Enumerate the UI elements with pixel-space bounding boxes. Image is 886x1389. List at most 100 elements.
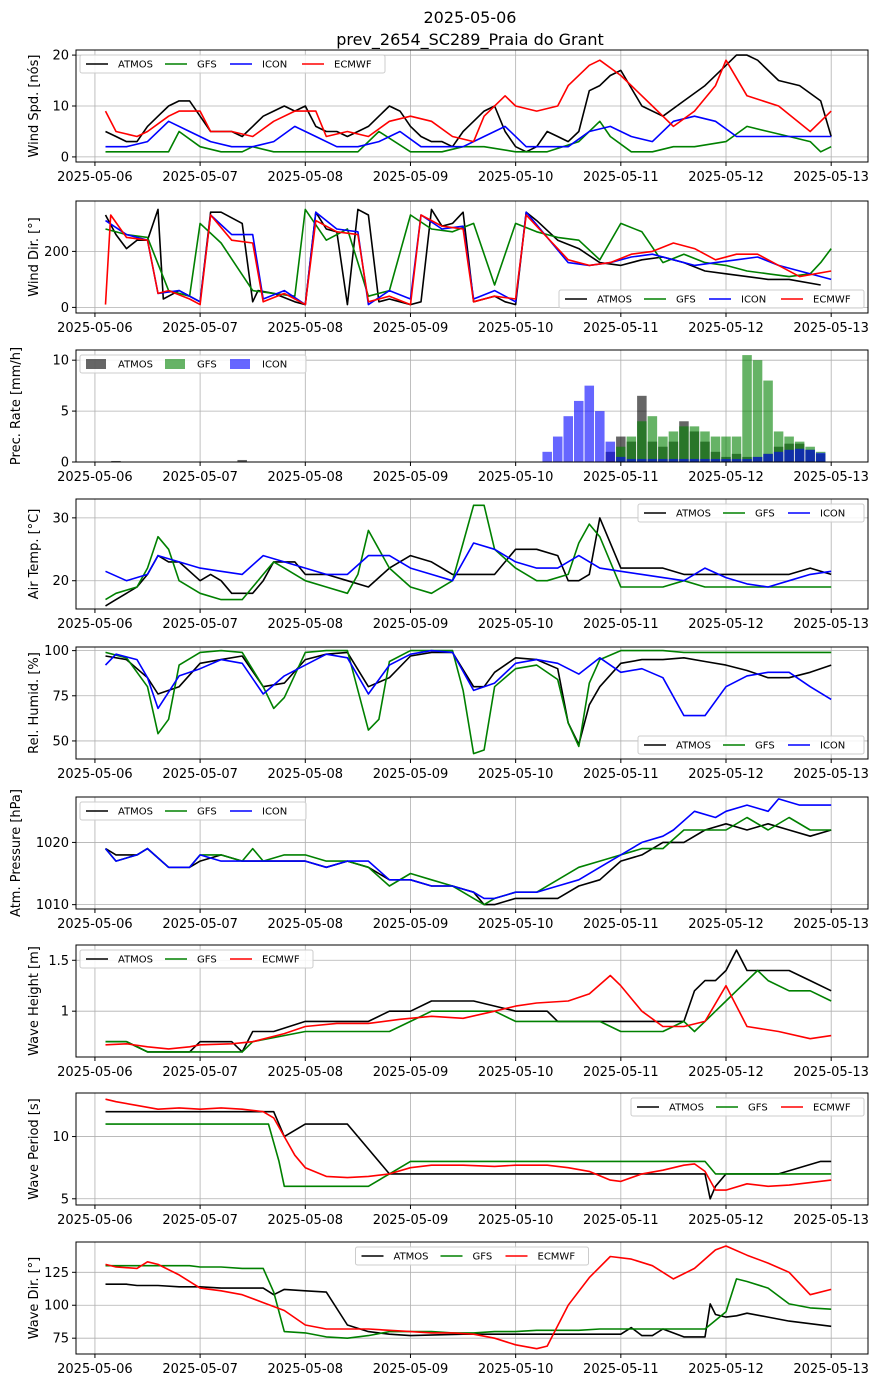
panel-4: 2025-05-06 2025-05-07 2025-05-08 2025-05-09… — [27, 498, 869, 632]
x-tick-label: 2025-05-06 — [57, 470, 133, 485]
x-tick-label: 2025-05-08 — [268, 767, 344, 782]
line-gfs — [105, 208, 832, 297]
x-tick-label: 2025-05-08 — [268, 1065, 344, 1080]
x-tick-label: 2025-05-11 — [583, 170, 659, 185]
bar-atmos — [111, 460, 121, 462]
x-tick-label: 2025-05-12 — [688, 1362, 764, 1377]
axes-frame — [75, 498, 869, 610]
y-tick-label: 5 — [61, 1192, 69, 1207]
x-tick-label: 2025-05-11 — [583, 1065, 659, 1080]
y-axis-label: Rel. Humid. [%] — [27, 652, 42, 754]
legend: ATMOS GFS ICON — [79, 354, 307, 374]
x-tick-label: 2025-05-07 — [162, 1362, 238, 1377]
y-tick-label: 75 — [52, 1332, 69, 1347]
bar-icon — [552, 436, 563, 462]
legend-label-icon: ICON — [820, 509, 845, 520]
series-gfs — [616, 355, 826, 462]
line-atmos — [105, 949, 832, 1053]
bar-gfs — [679, 426, 689, 462]
x-tick-label: 2025-05-08 — [268, 617, 344, 632]
x-tick-label: 2025-05-07 — [162, 170, 238, 185]
x-tick-label: 2025-05-10 — [478, 1065, 554, 1080]
plot-area — [104, 54, 832, 153]
x-tick-label: 2025-05-06 — [57, 170, 133, 185]
bar-gfs — [689, 426, 700, 462]
line-atmos — [105, 1283, 832, 1338]
y-tick-label: 10 — [52, 354, 69, 369]
legend-label-atmos: ATMOS — [669, 1103, 704, 1114]
legend-label-atmos: ATMOS — [118, 360, 153, 371]
x-tick-label: 2025-05-09 — [373, 767, 449, 782]
line-icon — [105, 211, 832, 306]
panels: 2025-05-06 2025-05-07 2025-05-08 2025-05-09… — [9, 49, 869, 1377]
legend-label-atmos: ATMOS — [118, 60, 153, 71]
x-tick-label: 2025-05-09 — [373, 470, 449, 485]
plot-area — [104, 649, 832, 755]
bar-icon — [573, 400, 584, 462]
bar-icon — [721, 458, 731, 462]
axes-frame — [75, 1241, 869, 1355]
legend-label-atmos: ATMOS — [394, 1252, 429, 1263]
x-tick-label: 2025-05-06 — [57, 1362, 133, 1377]
y-axis-label: Wave Period [s] — [27, 1098, 42, 1199]
bar-gfs — [731, 436, 742, 462]
plot-area — [104, 208, 832, 306]
y-tick-label: 1010 — [36, 898, 69, 913]
line-gfs — [105, 1264, 832, 1339]
line-icon — [105, 115, 832, 148]
y-tick-label: 100 — [44, 1299, 69, 1314]
legend-label-atmos: ATMOS — [597, 295, 632, 306]
bar-icon — [595, 411, 605, 462]
y-axis-label: Wind Spd. [nós] — [27, 55, 42, 158]
x-tick-label: 2025-05-08 — [268, 1213, 344, 1228]
y-tick-label: 125 — [44, 1266, 69, 1281]
line-gfs — [105, 649, 832, 755]
axes-frame — [75, 944, 869, 1058]
x-tick-label: 2025-05-09 — [373, 1213, 449, 1228]
x-tick-label: 2025-05-13 — [793, 767, 869, 782]
y-tick-label: 20 — [52, 574, 69, 589]
bar-gfs — [668, 431, 679, 462]
x-tick-label: 2025-05-09 — [373, 917, 449, 932]
x-tick-label: 2025-05-10 — [478, 917, 554, 932]
x-tick-label: 2025-05-11 — [583, 767, 659, 782]
bar-icon — [815, 452, 826, 462]
line-atmos — [105, 1110, 832, 1200]
line-atmos — [105, 517, 832, 607]
y-axis-label: Atm. Pressure [hPa] — [9, 789, 24, 917]
bar-gfs — [626, 436, 637, 462]
bar-icon — [752, 456, 763, 462]
legend-label-ecmwf: ECMWF — [813, 1103, 851, 1114]
y-axis-label: Wave Dir. [°] — [27, 1257, 42, 1340]
legend-box — [637, 503, 865, 523]
bar-icon — [637, 458, 647, 462]
x-tick-label: 2025-05-06 — [57, 917, 133, 932]
x-tick-label: 2025-05-08 — [268, 170, 344, 185]
plot-area — [105, 504, 832, 607]
legend-box — [637, 735, 865, 755]
x-tick-label: 2025-05-13 — [793, 1213, 869, 1228]
legend-label-atmos: ATMOS — [118, 807, 153, 818]
line-gfs — [105, 969, 832, 1053]
bar-gfs — [658, 436, 668, 462]
y-tick-label: 0 — [61, 301, 69, 316]
x-tick-label: 2025-05-13 — [793, 1362, 869, 1377]
legend: ATMOS GFS ICON — [637, 503, 865, 523]
line-ecmwf — [105, 1245, 832, 1350]
x-tick-label: 2025-05-12 — [688, 617, 764, 632]
bar-icon — [679, 458, 689, 462]
x-tick-label: 2025-05-13 — [793, 321, 869, 336]
bar-atmos — [237, 459, 247, 462]
y-tick-label: 1 — [61, 1005, 69, 1020]
x-tick-label: 2025-05-13 — [793, 170, 869, 185]
bar-icon — [700, 458, 710, 462]
bar-icon — [616, 456, 626, 462]
y-tick-label: 20 — [52, 49, 69, 64]
line-icon — [105, 542, 832, 588]
x-tick-label: 2025-05-11 — [583, 617, 659, 632]
plot-area — [105, 949, 832, 1053]
line-icon — [104, 798, 832, 900]
x-tick-label: 2025-05-08 — [268, 1362, 344, 1377]
x-tick-label: 2025-05-12 — [688, 470, 764, 485]
x-tick-label: 2025-05-10 — [478, 470, 554, 485]
